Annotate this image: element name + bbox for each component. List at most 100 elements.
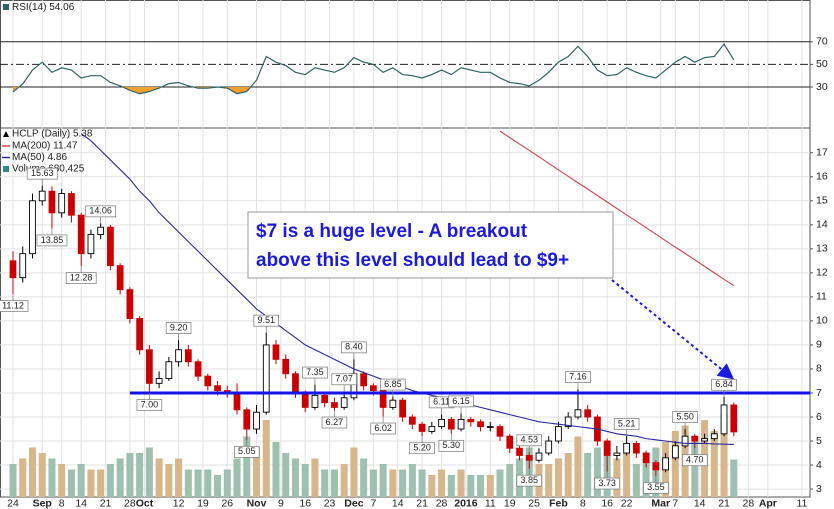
candle-body [107, 226, 114, 267]
volume-bar [350, 447, 358, 497]
price-label-text: 9.20 [170, 323, 188, 333]
candle-body [447, 418, 455, 430]
candle-body [428, 426, 436, 432]
candle-body [136, 318, 143, 351]
x-tick-label: 21 [718, 497, 730, 509]
candle-body [564, 416, 572, 428]
volume-bar [418, 469, 426, 497]
price-label: 14.06 [85, 205, 117, 224]
volume-bar [223, 469, 231, 497]
volume-bar [506, 464, 514, 497]
y-tick-label: 30 [816, 81, 828, 93]
price-label-text: 7.07 [335, 374, 353, 384]
price-label: 4.53 [516, 434, 542, 453]
price-label: 13.85 [36, 228, 68, 247]
volume-bar [19, 458, 27, 497]
volume-bar [477, 475, 485, 497]
moving-average [80, 133, 734, 445]
price-label: 6.02 [370, 416, 396, 435]
volume-bar [233, 458, 241, 497]
candle-body [545, 440, 553, 454]
candle-body [438, 418, 445, 428]
volume-bar [457, 469, 465, 497]
volume-bar [428, 475, 436, 497]
candle-body [58, 193, 66, 214]
x-tick-label: 25 [528, 497, 540, 509]
candle-body [506, 435, 514, 449]
volume-bar [311, 458, 319, 497]
candle-body [321, 394, 329, 404]
volume-bar [720, 414, 728, 497]
candle-body [477, 421, 484, 428]
volume-bar [155, 458, 163, 497]
candle-body [301, 392, 309, 408]
price-label: 3.73 [594, 471, 620, 490]
candle-body [97, 226, 105, 235]
price-label: 7.16 [565, 371, 591, 390]
rsi-line [12, 43, 735, 95]
candle-body [68, 193, 75, 216]
candle-body [77, 214, 85, 255]
volume-bar [282, 453, 290, 497]
volume-bar [28, 447, 36, 497]
x-tick-label: 26 [221, 497, 233, 509]
legend-entry: MA(200) 11.47 [12, 141, 78, 152]
y-tick-label: 13 [816, 243, 828, 255]
candle-body [331, 402, 338, 408]
volume-bar [593, 447, 601, 497]
y-tick-label: 15 [816, 195, 828, 207]
candle-body [262, 344, 270, 413]
volume-bar [272, 442, 280, 497]
volume-bar [165, 464, 173, 497]
volume-bar [58, 464, 66, 497]
candle-body [408, 416, 416, 425]
y-tick-label: 16 [816, 171, 828, 183]
candle-body [194, 361, 202, 377]
candle-body [340, 397, 348, 408]
x-tick-label: 24 [7, 497, 19, 509]
price-label-text: 9.51 [257, 315, 275, 325]
volume-bar [584, 453, 592, 497]
candle-body [662, 457, 669, 471]
candle-body [603, 440, 611, 456]
x-tick-label: 28 [743, 497, 755, 509]
x-tick-label: 14 [392, 497, 404, 509]
volume-bar [204, 469, 212, 497]
candle-body [652, 462, 660, 471]
candle-body [370, 385, 377, 392]
price-label-text: 5.21 [618, 418, 636, 428]
candle-body [642, 452, 650, 464]
volume-bar [38, 453, 46, 497]
price-label-text: 6.15 [452, 396, 470, 406]
price-label: 4.70 [682, 448, 708, 467]
price-label-text: 7.35 [306, 367, 324, 377]
price-label-text: 6.85 [384, 379, 402, 389]
volume-bar [87, 469, 95, 497]
volume-bar [253, 447, 261, 497]
price-label: 9.20 [165, 322, 192, 341]
volume-bar [467, 475, 475, 497]
volume-bar [321, 469, 329, 497]
moving-average [499, 130, 735, 287]
candle-body [360, 373, 368, 387]
candle-body [214, 385, 221, 392]
volume-bar [486, 475, 494, 497]
volume-bar [175, 458, 183, 497]
price-label: 3.85 [516, 468, 542, 487]
candle-body [9, 260, 17, 279]
volume-bar [330, 469, 338, 497]
x-tick-label: Oct [136, 497, 154, 509]
x-tick-label: 11 [485, 497, 496, 509]
volume-bar [369, 469, 377, 497]
x-tick-label: 19 [504, 497, 516, 509]
y-tick-label: 3 [816, 483, 822, 495]
volume-bar [632, 464, 640, 497]
price-label-text: 6.02 [374, 423, 392, 433]
price-label: 5.30 [438, 433, 465, 452]
candle-body [253, 411, 260, 430]
volume-bar [671, 431, 679, 497]
y-tick-label: 12 [816, 267, 828, 279]
note-line: above this level should lead to $9+ [256, 250, 569, 271]
price-label-text: 5.05 [238, 446, 256, 456]
